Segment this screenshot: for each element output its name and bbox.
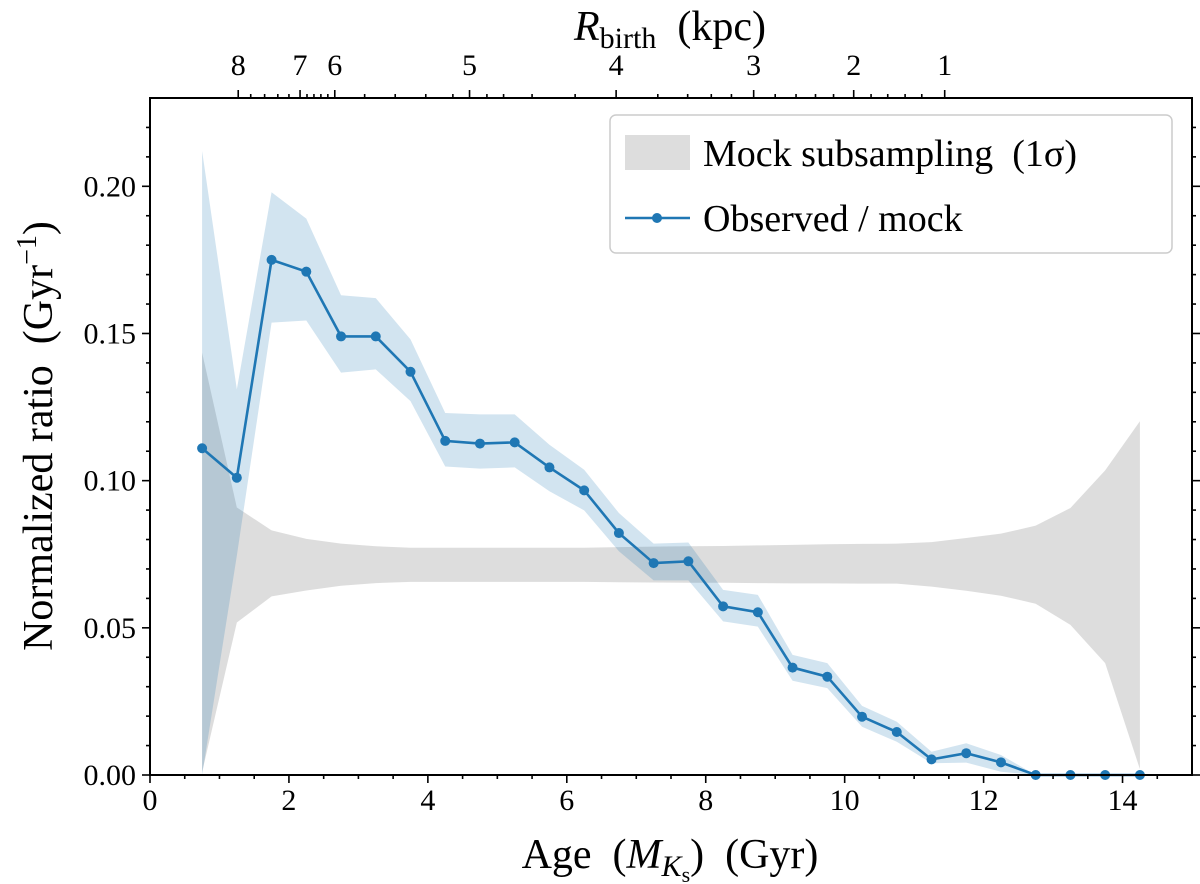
top-axis-label: Rbirth (kpc) [573, 4, 766, 55]
ticks-layer: 0 2 4 6 8 10 12 140.000.050.100.150.208 7 6 5 4 3 2 1 [84, 49, 1200, 817]
y-tick-label: 0.15 [84, 317, 137, 350]
x-tick-label: 10 [830, 784, 860, 817]
top-tick-label: 6 [327, 49, 342, 82]
x-axis-label: Age (MKs) (Gyr) [522, 832, 819, 884]
observed-mock-point [648, 558, 659, 569]
observed-mock-point [718, 601, 729, 612]
legend-swatch-observed-marker [652, 213, 662, 223]
legend-frame [609, 114, 1173, 254]
x-tick-label: 14 [1108, 784, 1138, 817]
observed-mock-line [201, 258, 1140, 777]
series-layer [197, 254, 1145, 780]
observed-mock-point [336, 331, 347, 342]
observed-mock-point [544, 462, 555, 473]
observed-mock-point [995, 757, 1006, 768]
x-tick-label: 8 [698, 784, 713, 817]
y-tick-label: 0.20 [84, 170, 137, 203]
top-tick-label: 4 [609, 49, 624, 82]
x-tick-label: 0 [143, 784, 158, 817]
y-axis-label: Normalized ratio (Gyr−1) [12, 221, 62, 651]
observed-mock-point [961, 748, 972, 759]
observed-uncertainty-band [202, 150, 1140, 775]
observed-mock-point [301, 266, 312, 277]
top-tick-label: 2 [846, 49, 861, 82]
observed-mock-point [857, 711, 868, 722]
y-tick-label: 0.05 [84, 612, 137, 645]
top-tick-label: 1 [937, 49, 952, 82]
observed-mock-point [613, 528, 624, 539]
observed-mock-point [822, 671, 833, 682]
observed-mock-point [266, 254, 277, 265]
observed-mock-point [683, 556, 694, 567]
observed-mock-point [926, 754, 937, 765]
top-tick-label: 7 [293, 49, 308, 82]
observed-mock-point [579, 485, 590, 496]
legend-swatch-mock [625, 135, 690, 170]
observed-mock-point [509, 437, 520, 448]
observed-mock-point [440, 435, 451, 446]
top-tick-label: 5 [462, 49, 477, 82]
x-tick-label: 2 [281, 784, 296, 817]
top-tick-label: 8 [231, 49, 246, 82]
observed-mock-point [752, 607, 763, 618]
observed-mock-point [474, 438, 485, 449]
top-tick-label: 3 [746, 49, 761, 82]
x-tick-label: 4 [420, 784, 435, 817]
legend-label-mock: Mock subsampling (1σ) [703, 133, 1077, 175]
y-tick-label: 0.00 [84, 759, 137, 792]
x-tick-label: 12 [969, 784, 999, 817]
observed-mock-point [370, 331, 381, 342]
legend-label-observed: Observed / mock [703, 198, 963, 240]
observed-mock-point [405, 366, 416, 377]
observed-mock-point [197, 443, 208, 454]
observed-mock-point [891, 727, 902, 738]
observed-mock-point [231, 472, 242, 483]
y-tick-label: 0.10 [84, 465, 137, 498]
legend: Mock subsampling (1σ) Observed / mock [609, 114, 1173, 254]
x-tick-label: 6 [559, 784, 574, 817]
observed-mock-point [787, 662, 798, 673]
